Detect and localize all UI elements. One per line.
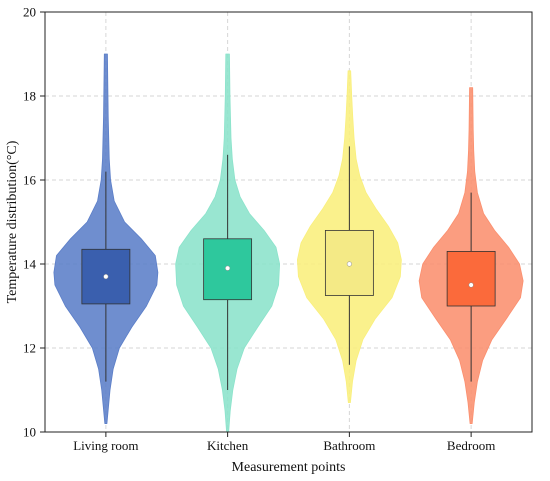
x-tick-label: Bedroom (447, 438, 495, 453)
y-tick-label: 18 (23, 89, 36, 104)
x-tick-label: Bathroom (323, 438, 375, 453)
y-tick-label: 20 (23, 5, 36, 20)
x-tick-label: Living room (73, 438, 138, 453)
y-tick-label: 10 (23, 425, 36, 440)
y-axis: 10 12 14 16 18 20 (23, 5, 45, 440)
mean-marker (103, 274, 109, 280)
mean-marker (225, 265, 231, 271)
y-tick-label: 14 (23, 257, 37, 272)
box-iqr (446, 250, 496, 307)
y-tick-label: 16 (23, 173, 37, 188)
x-axis: Living room Kitchen Bathroom Bedroom (73, 432, 495, 453)
y-tick-label: 12 (23, 341, 36, 356)
violin-group (53, 53, 159, 424)
violin-group (175, 53, 281, 433)
mean-marker (346, 261, 352, 267)
x-tick-label: Kitchen (207, 438, 249, 453)
y-axis-title: Temperature distribution(°C) (5, 140, 20, 303)
violin-group (418, 87, 524, 424)
violin-group (296, 70, 402, 403)
plot-area (45, 12, 532, 432)
mean-marker (468, 282, 474, 288)
x-axis-title: Measurement points (232, 460, 346, 475)
violins-group (53, 53, 524, 433)
plot-frame (44, 11, 533, 433)
